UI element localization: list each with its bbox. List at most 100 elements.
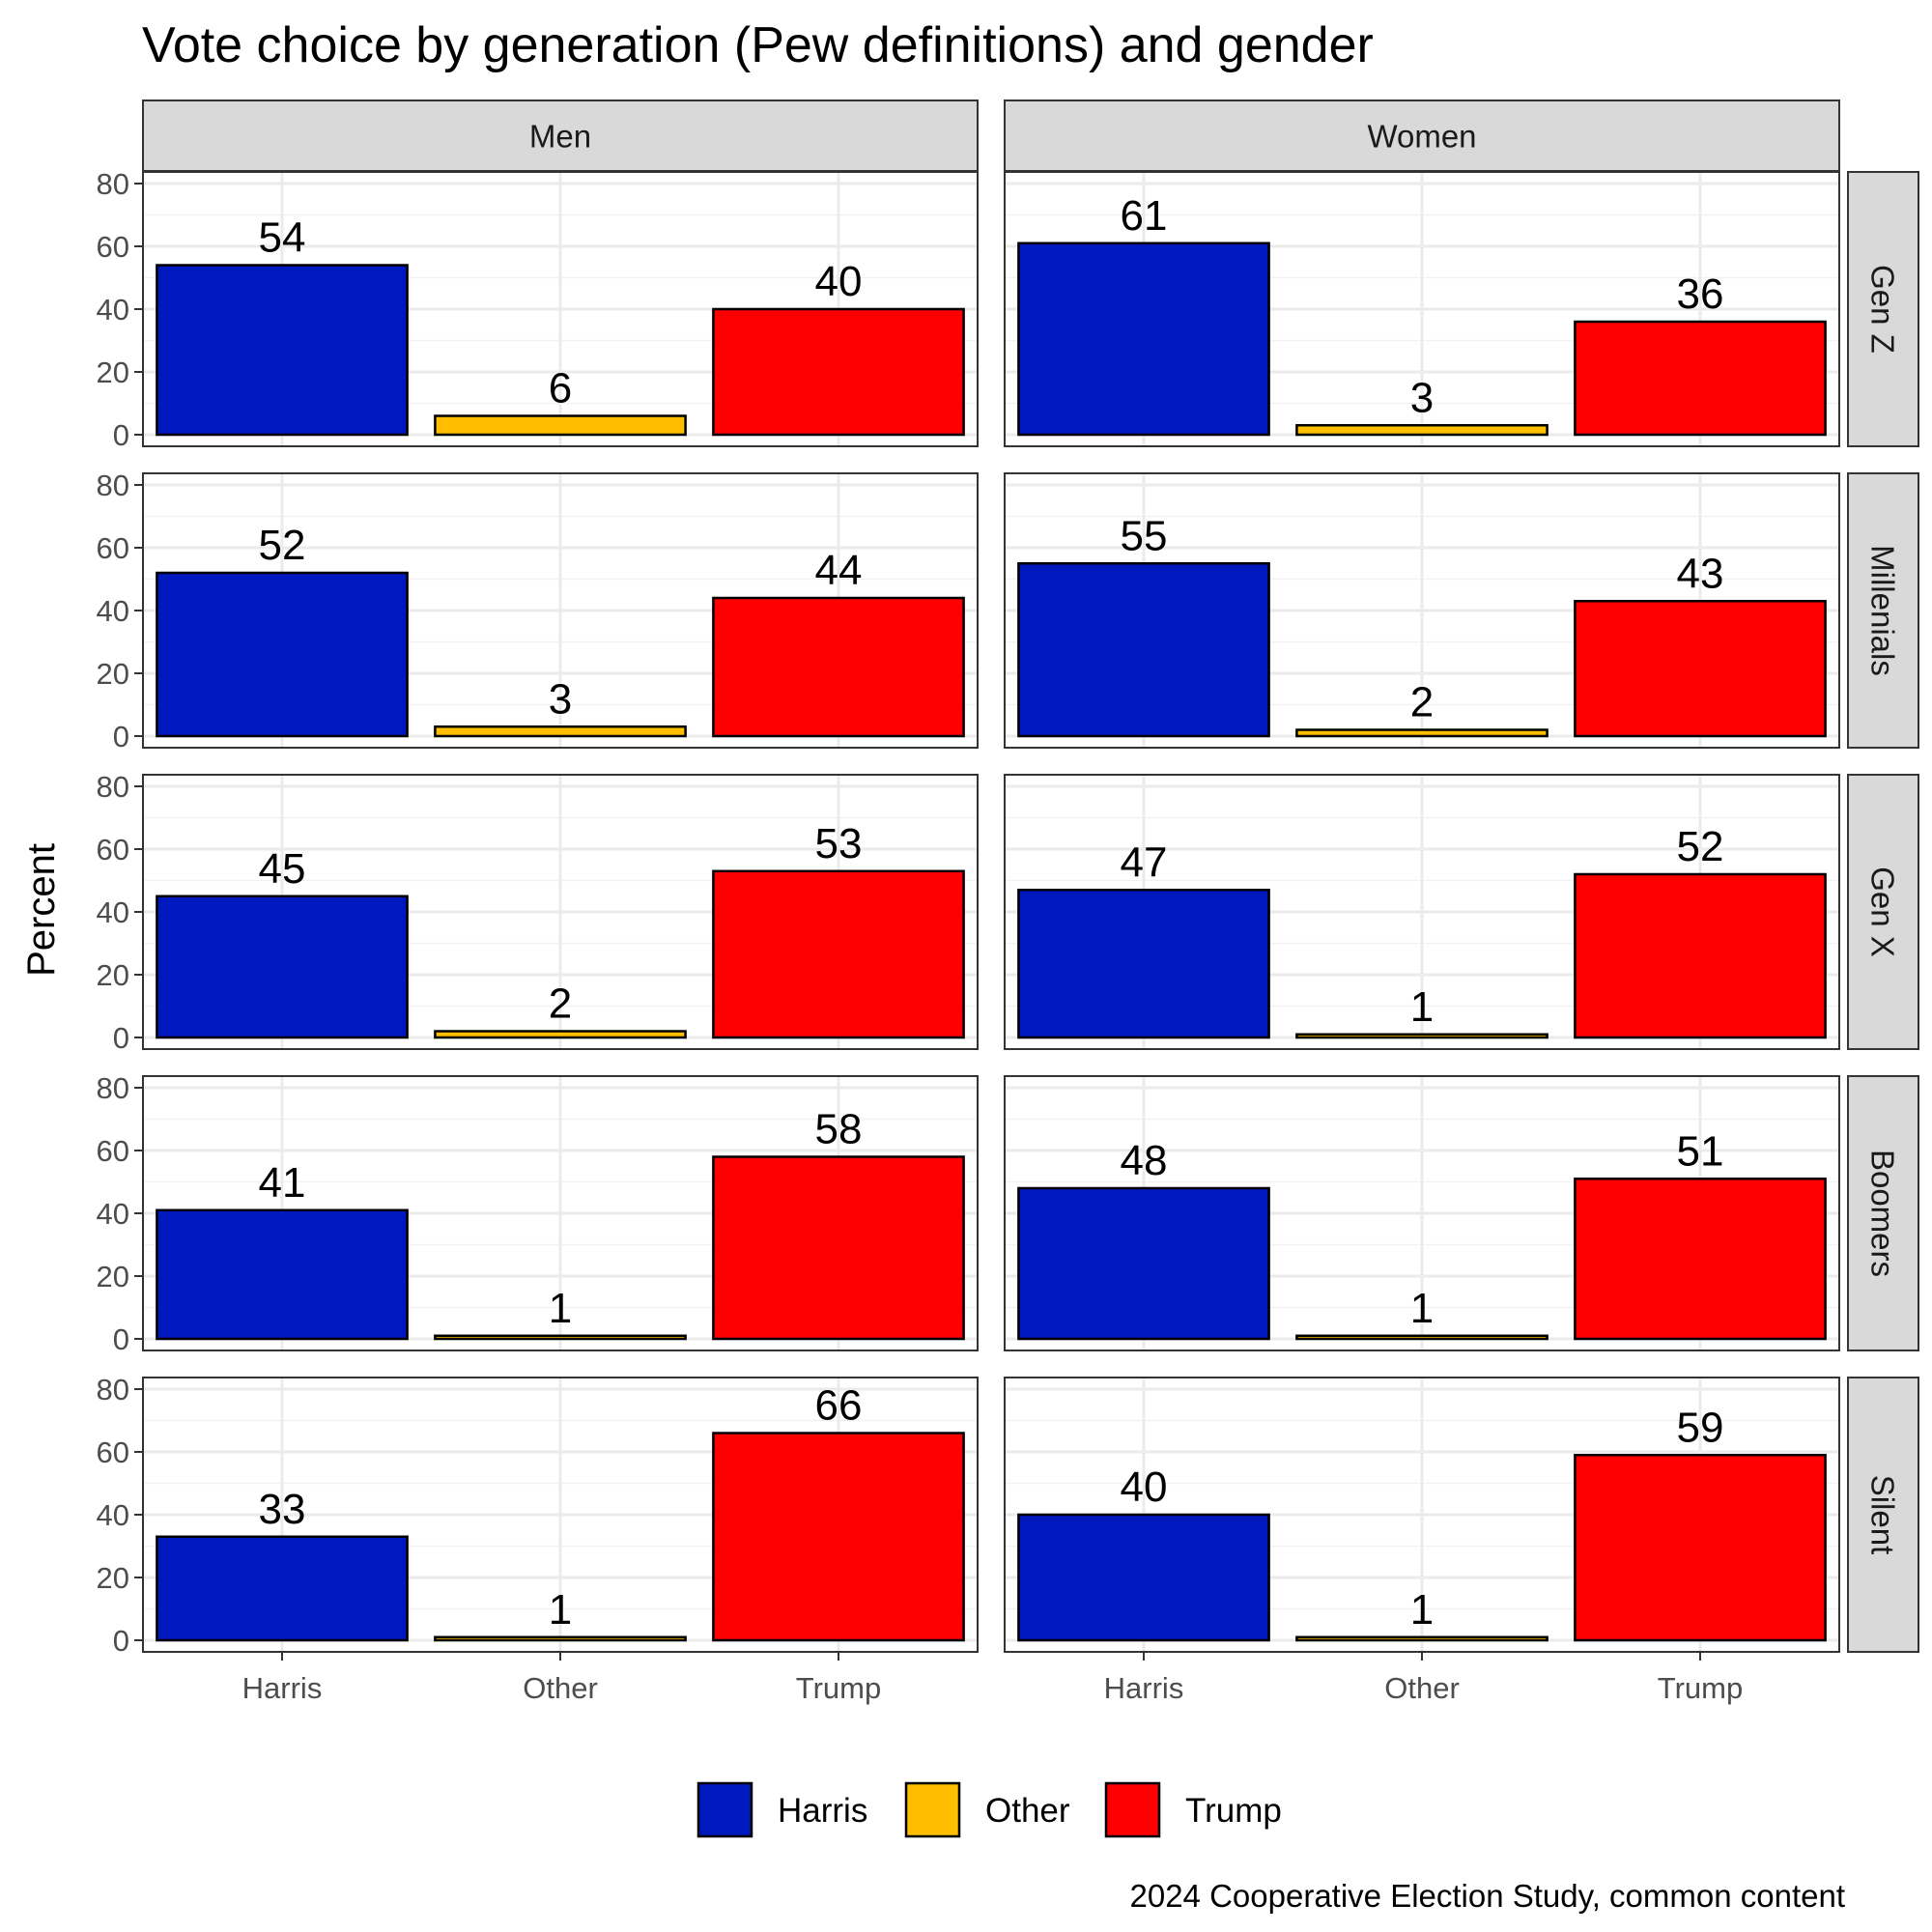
data-label-trump: 40 [815,258,863,305]
y-axis-title: Percent [20,843,63,977]
panel-border [1004,472,1840,749]
legend-label-harris: Harris [778,1792,867,1830]
strip-gen-z [1847,171,1919,447]
strip-label-silent: Silent [1865,1475,1901,1555]
data-label-other: 2 [1410,679,1434,726]
bar-other [1295,424,1548,437]
bar-other [434,1030,687,1039]
y-tick-label: 80 [97,1373,129,1406]
data-label-trump: 36 [1677,270,1724,318]
facet-grid: Men Women Gen Z Millenials Gen X Boomers Silen… [97,99,1919,1705]
y-tick-label: 40 [97,594,129,628]
bar-harris [156,571,409,738]
bar-trump [1574,600,1827,738]
bar-other [434,414,687,437]
x-tick-label-trump: Trump [796,1671,881,1705]
data-label-other: 1 [1410,1586,1434,1634]
y-tick-label: 20 [97,355,129,389]
bar-trump [712,1155,965,1341]
y-tick-label: 40 [97,1498,129,1532]
panel-boomers-men: 41 1 58 0 20 40 60 80 [97,1071,979,1356]
strip-millenials [1847,472,1919,749]
legend-key-other [904,1781,961,1838]
strip-label-millenials: Millenials [1865,545,1901,676]
data-label-trump: 53 [815,820,863,867]
bar-harris [1017,889,1270,1039]
bar-trump [712,1432,965,1642]
panel-silent-women: 40 1 59 Harris Other Trump [1004,1377,1840,1705]
y-tick-label: 60 [97,833,129,867]
y-tick-label: 40 [97,1197,129,1231]
strip-silent [1847,1377,1919,1653]
bar-other [434,1635,687,1642]
data-label-harris: 61 [1121,192,1168,240]
panel-gen-z-women: 61 3 36 [1004,171,1840,447]
bar-trump [712,307,965,437]
data-label-other: 1 [1410,983,1434,1031]
panel-gen-x-women: 47 1 52 [1004,774,1840,1050]
data-label-other: 6 [549,365,572,412]
x-tick-label-harris: Harris [1104,1671,1184,1705]
y-tick-label: 20 [97,1561,129,1595]
bar-harris [1017,1186,1270,1341]
bar-trump [712,869,965,1039]
strip-label-men: Men [529,119,591,155]
y-tick-label: 60 [97,1435,129,1469]
bar-other [434,725,687,738]
bar-trump [1574,872,1827,1039]
data-label-trump: 43 [1677,550,1724,597]
strip-men [142,99,979,172]
bar-other [434,1334,687,1341]
data-label-other: 1 [1410,1285,1434,1332]
strip-label-gen-x: Gen X [1865,867,1901,957]
y-tick-label: 80 [97,469,129,502]
panel-border [1004,774,1840,1050]
legend-key-harris [696,1781,753,1838]
x-tick-label-other: Other [1384,1671,1460,1705]
data-label-harris: 54 [259,214,306,262]
data-label-harris: 55 [1121,512,1168,559]
data-label-harris: 33 [259,1486,306,1533]
bar-harris [1017,1513,1270,1642]
bar-other [1295,1033,1548,1039]
bar-other [1295,1635,1548,1642]
y-tick-label: 60 [97,230,129,264]
panel-border [1004,171,1840,447]
y-tick-label: 60 [97,1134,129,1168]
bar-harris [156,895,409,1039]
y-tick-label: 80 [97,1071,129,1105]
caption: 2024 Cooperative Election Study, common … [1130,1878,1846,1914]
bar-harris [1017,562,1270,738]
data-label-other: 3 [549,675,572,723]
y-tick-label: 0 [113,720,129,753]
y-tick-label: 40 [97,293,129,327]
panel-boomers-women: 48 1 51 [1004,1075,1840,1351]
data-label-other: 2 [549,980,572,1028]
strip-label-boomers: Boomers [1865,1150,1901,1277]
bar-other [1295,1334,1548,1341]
data-label-trump: 44 [815,547,863,594]
data-label-other: 1 [549,1285,572,1332]
y-tick-label: 0 [113,1624,129,1658]
data-label-trump: 66 [815,1382,863,1430]
bar-trump [1574,320,1827,437]
bar-harris [1017,242,1270,437]
data-label-harris: 48 [1121,1137,1168,1184]
bar-harris [156,1208,409,1341]
y-tick-label: 0 [113,1021,129,1055]
strip-boomers [1847,1075,1919,1351]
y-tick-label: 40 [97,895,129,929]
bar-harris [156,1535,409,1642]
chart-title: Vote choice by generation (Pew definitio… [142,17,1374,73]
data-label-harris: 47 [1121,838,1168,886]
legend-label-trump: Trump [1185,1792,1282,1830]
y-tick-label: 0 [113,418,129,452]
bar-trump [1574,1454,1827,1642]
legend-key-trump [1104,1781,1161,1838]
strip-label-gen-z: Gen Z [1865,265,1901,354]
y-tick-label: 20 [97,1260,129,1293]
data-label-other: 1 [549,1586,572,1634]
bar-other [1295,728,1548,738]
panel-gen-z-men: 54 6 40 0 20 40 60 80 [97,167,979,452]
